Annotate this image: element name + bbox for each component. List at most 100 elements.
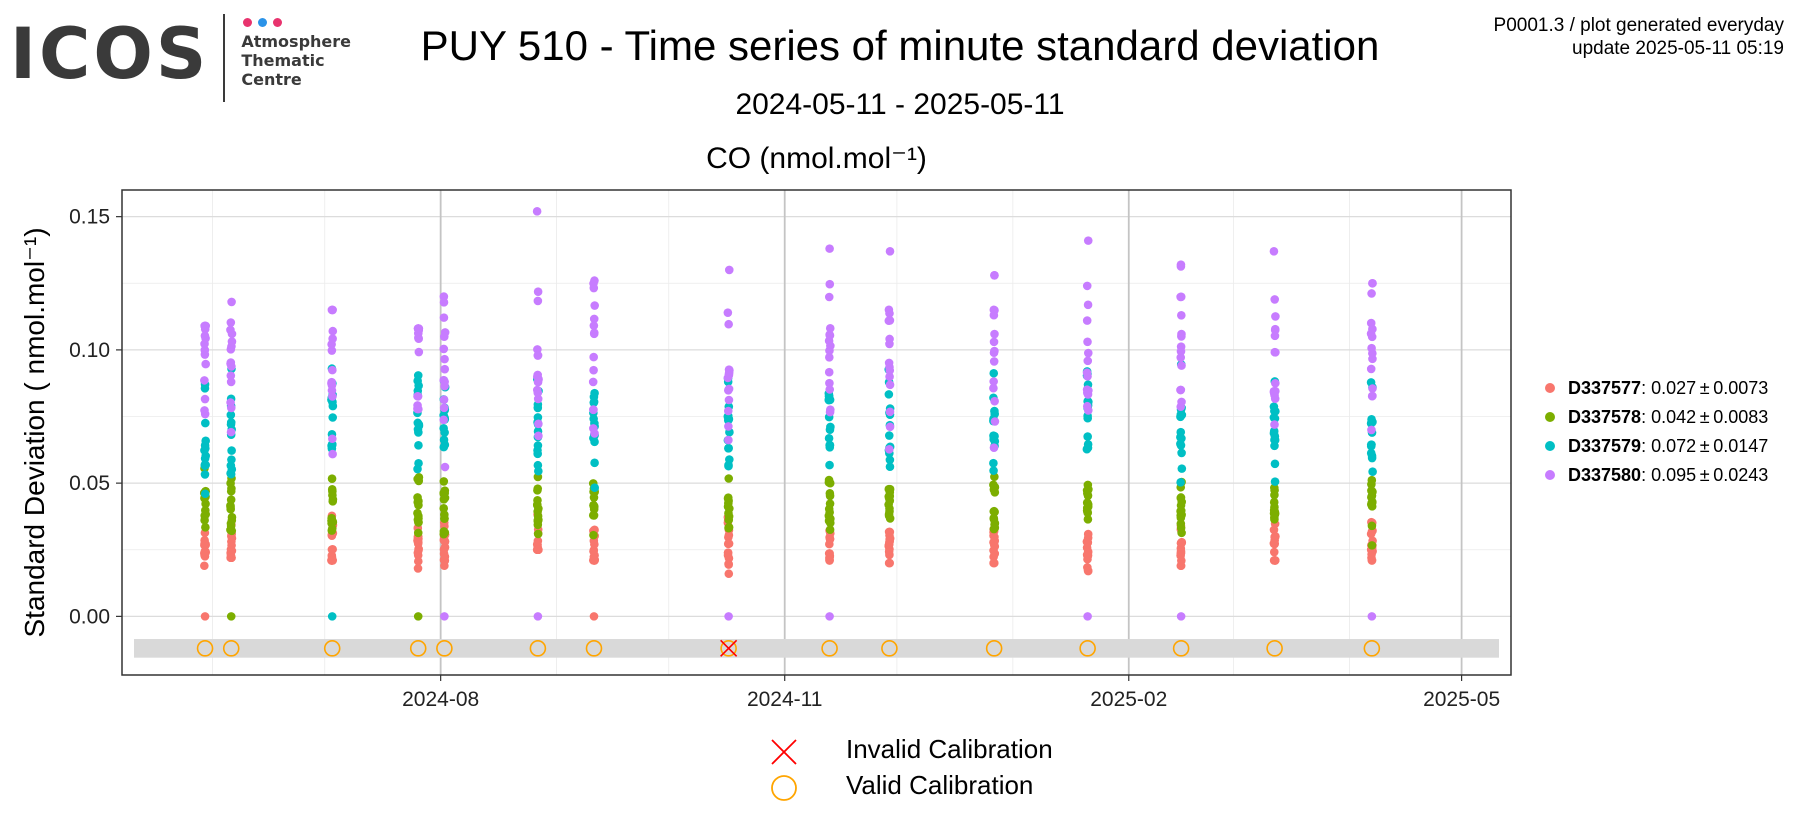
generation-info: P0001.3 / plot generated everyday update… (1494, 14, 1784, 60)
legend-series-name: D337580 (1568, 465, 1641, 485)
data-point-d337579 (1082, 444, 1092, 454)
data-point-d337578 (414, 518, 423, 527)
data-point-d337578 (414, 496, 423, 506)
data-point-d337579 (1177, 464, 1187, 473)
data-point-d337580 (533, 377, 543, 387)
logo-line-1: Atmosphere (241, 32, 351, 51)
data-point-d337579 (824, 391, 834, 401)
data-point-d337577 (533, 545, 543, 555)
data-point-d337580 (724, 395, 734, 405)
data-point-d337580 (200, 331, 210, 341)
data-point-d337578 (439, 495, 449, 504)
data-point-d337579 (885, 455, 895, 465)
data-point-d337579 (1366, 441, 1376, 451)
data-point-d337578 (413, 508, 422, 518)
data-point-d337580 (533, 370, 543, 380)
data-point-d337577 (200, 540, 209, 550)
calibration-marker-circle (720, 640, 737, 657)
data-point-d337580 (1083, 337, 1092, 347)
data-point-d337578 (440, 514, 449, 523)
data-point-d337580 (589, 365, 598, 375)
data-point-d337577 (1176, 561, 1186, 571)
data-point-d337579 (200, 470, 210, 479)
data-point-d337580 (328, 434, 337, 444)
data-point-d337580 (226, 403, 236, 413)
logo-wordmark: ICOS (10, 13, 210, 95)
valid-circle-icon (771, 775, 797, 801)
data-point-d337578 (201, 506, 210, 515)
data-point-d337579 (825, 425, 835, 434)
data-point-d337580 (226, 345, 236, 354)
legend-series-stats: : 0.042 ± 0.0083 (1641, 407, 1768, 427)
data-point-d337580 (588, 377, 598, 387)
data-point-d337577 (413, 548, 423, 558)
data-point-d337578 (724, 474, 734, 483)
data-point-d337580 (590, 301, 599, 310)
data-point-d337578 (825, 507, 834, 517)
data-point-d337580 (825, 385, 835, 394)
data-point-d337580 (1177, 397, 1186, 407)
data-point-d337580 (724, 422, 733, 431)
data-point-d337579 (439, 435, 449, 445)
data-point-d337580 (826, 405, 835, 414)
data-point-d337580 (200, 345, 210, 355)
valid-calibration-marker (529, 640, 547, 657)
chart-title: CO (nmol.mol⁻¹) (706, 142, 927, 175)
data-point-d337580 (200, 376, 209, 385)
valid-calibration-marker (881, 640, 898, 657)
data-point-d337578 (533, 529, 543, 539)
data-point-d337578 (200, 515, 209, 525)
data-point-d337577 (1269, 547, 1279, 557)
data-point-d337579 (989, 434, 998, 444)
icos-logo: ICOS Atmosphere Thematic Centre (10, 13, 351, 106)
data-point-d337578 (439, 477, 449, 486)
valid-calibration-marker (409, 640, 427, 657)
data-point-d337579 (1366, 419, 1376, 428)
data-point-d337580 (1269, 246, 1279, 256)
data-point-d337578 (1177, 510, 1186, 520)
data-point-d337580 (1083, 356, 1093, 366)
valid-calibration-marker (1079, 640, 1096, 657)
logo-line-3: Centre (241, 70, 302, 89)
data-point-d337580 (825, 352, 834, 362)
data-point-d337577 (1083, 529, 1093, 539)
legend-series-name: D337577 (1568, 378, 1641, 398)
data-point-d337580 (440, 462, 450, 472)
data-point-d337580 (724, 265, 734, 275)
data-point-d337579 (440, 428, 449, 437)
data-point-d337577 (990, 532, 999, 542)
valid-calibration-marker (1172, 640, 1190, 657)
legend-series-name: D337578 (1568, 407, 1641, 427)
data-point-d337580 (989, 383, 998, 393)
data-point-d337579 (1176, 427, 1186, 437)
logo-dot-1 (243, 17, 253, 27)
data-point-d337578 (413, 528, 423, 538)
legend-series-stats: : 0.072 ± 0.0147 (1641, 436, 1768, 456)
data-point-d337580 (989, 310, 999, 320)
data-point-d337578 (227, 526, 237, 536)
y-tick-label: 0.15 (69, 206, 110, 229)
data-point-d337577 (200, 561, 209, 571)
data-point-d337579 (825, 440, 835, 450)
data-point-d337580 (990, 329, 999, 339)
invalid-calibration-marker (720, 639, 738, 657)
zero-point (1367, 612, 1377, 621)
data-point-d337579 (590, 483, 599, 492)
data-point-d337580 (590, 276, 599, 285)
data-point-d337580 (327, 377, 336, 387)
data-point-d337578 (201, 523, 210, 532)
data-point-d337577 (413, 534, 423, 544)
data-point-d337579 (328, 401, 338, 411)
data-point-d337580 (200, 321, 209, 331)
zero-point (724, 612, 733, 621)
zero-point (226, 612, 236, 621)
data-point-d337578 (1367, 541, 1377, 550)
data-point-d337577 (1083, 554, 1092, 564)
data-point-d337579 (328, 413, 338, 422)
data-point-d337580 (227, 337, 237, 346)
data-point-d337580 (825, 279, 835, 289)
plot-panel (122, 190, 1511, 675)
data-point-d337580 (1176, 353, 1186, 362)
zero-point (413, 612, 423, 621)
data-point-d337577 (1270, 532, 1279, 542)
